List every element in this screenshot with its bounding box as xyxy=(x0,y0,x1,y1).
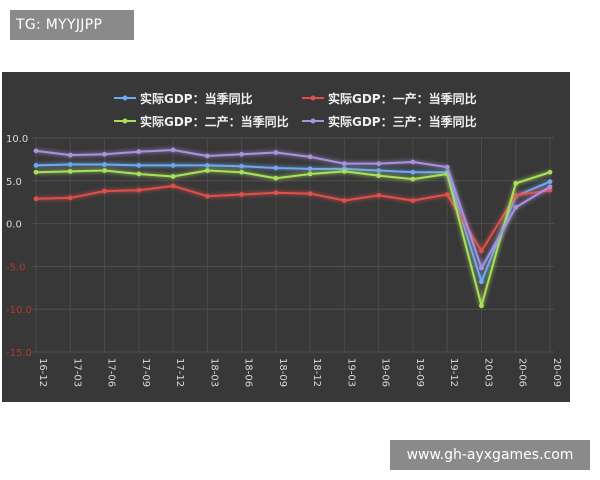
data-point xyxy=(33,148,39,154)
y-tick-label: 10.0 xyxy=(6,134,28,145)
data-point xyxy=(273,150,279,155)
data-point xyxy=(513,180,519,186)
x-tick-label: 19-12 xyxy=(448,358,459,387)
legend-label: 实际GDP：当季同比 xyxy=(140,91,253,106)
data-point xyxy=(342,161,347,167)
data-point xyxy=(342,168,347,174)
legend-swatch-dot xyxy=(122,118,128,124)
data-point xyxy=(410,159,416,165)
data-point xyxy=(170,174,176,179)
data-point xyxy=(410,169,416,175)
data-point xyxy=(513,204,519,210)
data-point xyxy=(479,248,484,254)
data-point xyxy=(376,168,382,173)
x-tick-label: 20-03 xyxy=(482,358,493,387)
data-point xyxy=(239,192,245,197)
data-point xyxy=(273,175,279,181)
data-point xyxy=(444,164,450,170)
watermark-label: www.gh-ayxgames.com xyxy=(390,440,590,470)
gdp-line-chart: 10.0 5.0 0.0 -5.0 -10.0 -15.0 16-12 17-03 17-06 1… xyxy=(6,91,562,387)
series-line-4 xyxy=(35,148,551,270)
x-tick-label: 18-06 xyxy=(243,358,254,387)
legend-label: 实际GDP：三产：当季同比 xyxy=(328,114,477,129)
data-point xyxy=(136,187,142,193)
series-line-2 xyxy=(35,184,551,252)
data-point xyxy=(307,166,313,172)
data-point xyxy=(136,162,142,168)
data-point xyxy=(547,187,553,193)
x-tick-label: 19-03 xyxy=(345,358,356,387)
data-point xyxy=(547,169,553,175)
data-point xyxy=(239,163,245,169)
data-point xyxy=(547,184,553,190)
data-point xyxy=(376,192,382,198)
data-point xyxy=(513,192,519,198)
data-point xyxy=(33,196,39,202)
data-point xyxy=(204,162,210,168)
data-point xyxy=(33,162,39,168)
data-point xyxy=(33,169,39,175)
data-point xyxy=(67,195,73,201)
data-point xyxy=(239,169,245,175)
data-point xyxy=(273,165,279,171)
data-point xyxy=(204,193,210,199)
x-tick-label: 16-12 xyxy=(37,358,48,387)
data-point xyxy=(239,151,245,157)
x-tick-label: 18-09 xyxy=(277,358,288,387)
series-line-1 xyxy=(35,163,551,283)
data-point xyxy=(307,171,313,177)
data-point xyxy=(102,162,107,167)
data-point xyxy=(273,190,279,196)
y-tick-label: -10.0 xyxy=(6,305,32,316)
data-point xyxy=(136,171,142,177)
data-point xyxy=(170,183,176,189)
x-tick-label: 20-09 xyxy=(551,358,562,387)
data-point xyxy=(170,162,176,168)
chart-panel: 10.0 5.0 0.0 -5.0 -10.0 -15.0 16-12 17-03 17-06 1… xyxy=(2,72,570,402)
legend-swatch-dot xyxy=(310,95,316,101)
x-tick-label: 17-12 xyxy=(174,358,185,387)
legend-label: 实际GDP：一产：当季同比 xyxy=(328,91,477,106)
data-point xyxy=(102,151,107,157)
legend-swatch-dot xyxy=(122,95,128,101)
data-point xyxy=(479,265,484,271)
y-tick-label: 0.0 xyxy=(6,220,22,231)
data-point xyxy=(204,153,210,159)
y-tick-label: -5.0 xyxy=(6,262,26,273)
data-point xyxy=(67,168,73,174)
data-point xyxy=(444,192,450,197)
legend-swatch-dot xyxy=(310,118,316,124)
data-point xyxy=(307,154,313,160)
x-tick-label: 18-03 xyxy=(208,358,219,387)
data-point xyxy=(67,152,73,158)
y-tick-label: -15.0 xyxy=(6,348,32,359)
data-point xyxy=(67,162,73,167)
data-point xyxy=(136,149,142,155)
data-point xyxy=(102,188,107,194)
data-point xyxy=(102,168,107,173)
data-point xyxy=(307,191,313,197)
data-point xyxy=(376,173,382,179)
y-tick-label: 5.0 xyxy=(6,177,22,188)
data-point xyxy=(479,303,484,309)
tag-label: TG: MYYJJPP xyxy=(10,10,134,40)
x-tick-label: 19-09 xyxy=(414,358,425,387)
x-tick-label: 17-09 xyxy=(140,358,151,387)
data-point xyxy=(547,179,553,185)
data-point xyxy=(170,147,176,153)
data-point xyxy=(410,198,416,203)
x-tick-label: 17-03 xyxy=(71,358,82,387)
data-point xyxy=(204,168,210,173)
x-tick-label: 17-06 xyxy=(106,358,117,387)
data-point xyxy=(376,161,382,167)
data-point xyxy=(410,176,416,182)
series-line-3 xyxy=(35,169,551,307)
legend-label: 实际GDP：二产：当季同比 xyxy=(140,114,289,129)
data-point xyxy=(342,198,347,203)
x-tick-label: 19-06 xyxy=(380,358,391,387)
x-tick-label: 18-12 xyxy=(311,358,322,387)
data-point xyxy=(479,279,484,285)
x-tick-label: 20-06 xyxy=(517,358,528,387)
